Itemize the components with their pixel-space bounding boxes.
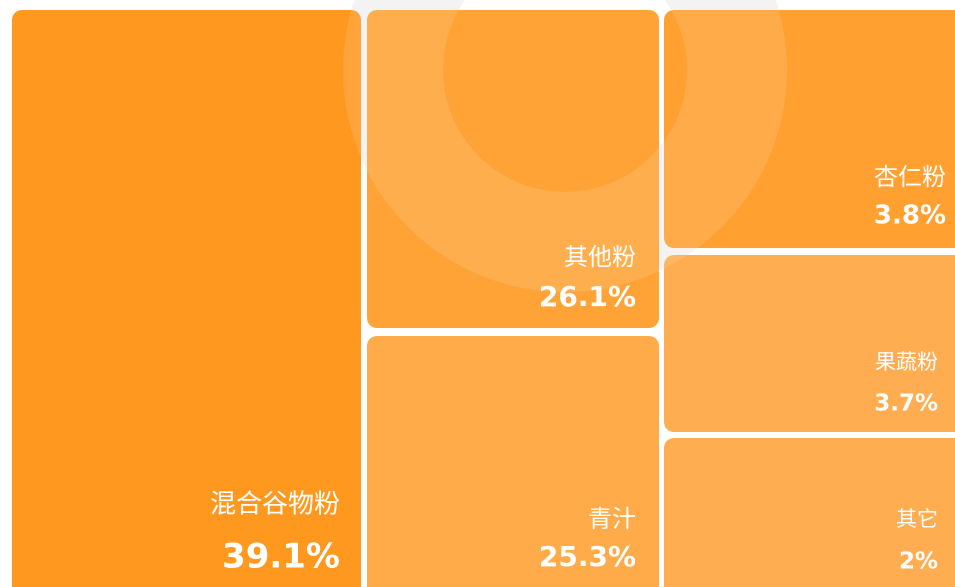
- tile-label: 其它: [896, 507, 938, 531]
- tile-label: 青汁: [588, 505, 636, 533]
- tile: [664, 10, 955, 248]
- tile-value: 3.8%: [874, 201, 946, 231]
- tile-value: 25.3%: [539, 540, 636, 573]
- tile-label: 杏仁粉: [874, 163, 946, 191]
- tile-value: 39.1%: [222, 537, 340, 577]
- watermark-overlay: [343, 0, 787, 292]
- tile-value: 26.1%: [539, 280, 636, 313]
- tile: [367, 10, 659, 328]
- tile: [664, 255, 955, 432]
- tile-value: 3.7%: [874, 391, 938, 417]
- tile-value: 2%: [899, 549, 938, 575]
- tile: [367, 336, 659, 587]
- tile-label: 果蔬粉: [875, 350, 938, 374]
- tiles: 混合谷物粉 39.1% 其他粉 26.1% 青汁 25.3% 杏仁粉 3.8% 果蔬粉 3.7% 其…: [12, 10, 955, 587]
- tile-label: 其他粉: [564, 243, 636, 271]
- tile-label: 混合谷物粉: [210, 490, 340, 520]
- tile: [664, 438, 955, 587]
- tile: [12, 10, 361, 587]
